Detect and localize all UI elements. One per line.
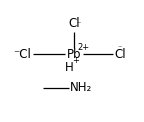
Text: Cl: Cl — [68, 17, 80, 30]
Text: ⁻: ⁻ — [118, 43, 122, 52]
Text: ⁻: ⁻ — [77, 19, 81, 28]
Text: ⁻Cl: ⁻Cl — [14, 48, 31, 61]
Text: Cl: Cl — [114, 48, 126, 61]
Text: 2+: 2+ — [78, 43, 90, 52]
Text: Pb: Pb — [67, 48, 81, 61]
Text: +: + — [72, 56, 79, 65]
Text: H: H — [65, 61, 74, 74]
Text: NH₂: NH₂ — [70, 81, 92, 94]
